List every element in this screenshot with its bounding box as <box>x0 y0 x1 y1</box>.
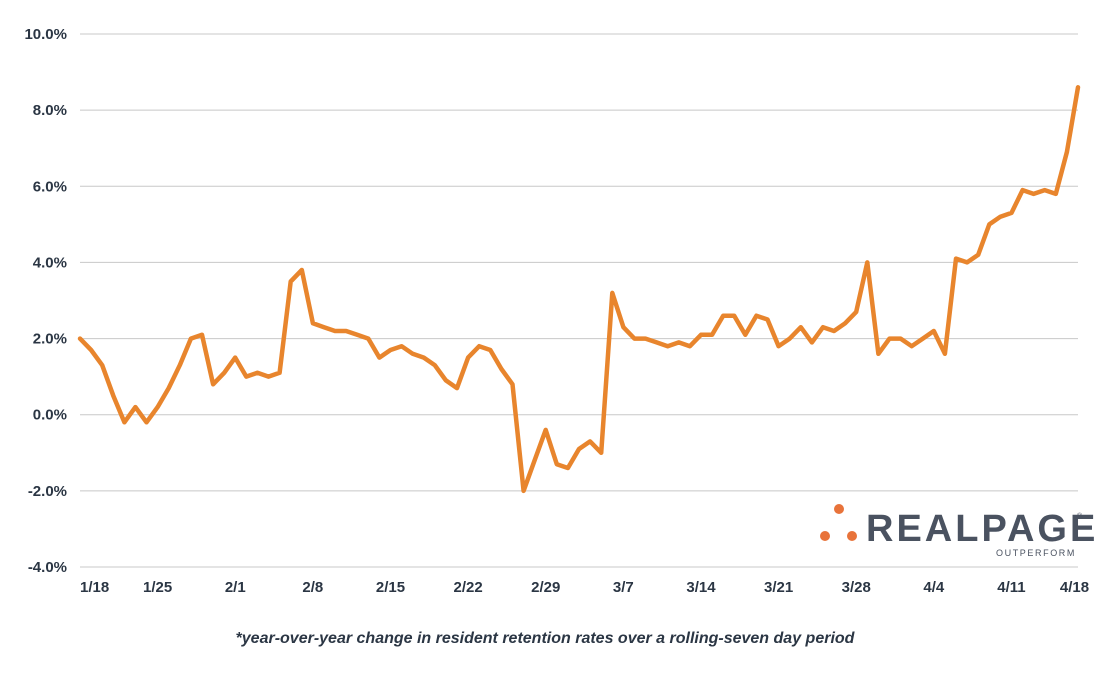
x-tick-label: 3/14 <box>686 579 716 596</box>
y-tick-label: 10.0% <box>24 26 67 43</box>
x-tick-label: 3/21 <box>764 579 793 596</box>
x-tick-label: 1/25 <box>143 579 172 596</box>
y-tick-label: 8.0% <box>33 102 67 119</box>
realpage-logo: REALPAGE ® OUTPERFORM <box>820 504 1098 558</box>
logo-registered-mark: ® <box>1077 512 1083 520</box>
logo-wordmark: REALPAGE <box>866 508 1098 550</box>
retention-series-line <box>77 85 1081 494</box>
y-tick-label: -2.0% <box>28 483 67 500</box>
y-axis-tick-labels: 10.0% 8.0% 6.0% 4.0% 2.0% 0.0% -2.0% -4.0% <box>24 26 67 576</box>
y-tick-label: 4.0% <box>33 254 67 271</box>
x-tick-label: 2/1 <box>225 579 246 596</box>
chart-footnote: *year-over-year change in resident reten… <box>235 630 855 647</box>
logo-dot-right <box>847 531 857 541</box>
y-tick-label: 2.0% <box>33 331 67 348</box>
x-axis-tick-labels: 1/18 1/25 2/1 2/8 2/15 2/22 2/29 3/7 3/14 3/21 3/2… <box>80 579 1089 596</box>
logo-dot-top <box>834 504 844 514</box>
x-tick-label: 2/29 <box>531 579 560 596</box>
y-tick-label: -4.0% <box>28 559 67 576</box>
gridlines <box>80 33 1078 568</box>
x-tick-label: 1/18 <box>80 579 109 596</box>
x-tick-label: 3/7 <box>613 579 634 596</box>
x-tick-label: 3/28 <box>842 579 871 596</box>
y-tick-label: 0.0% <box>33 407 67 424</box>
x-tick-label: 2/15 <box>376 579 405 596</box>
x-tick-label: 4/18 <box>1060 579 1089 596</box>
series-group <box>77 85 1081 494</box>
line-chart: 10.0% 8.0% 6.0% 4.0% 2.0% 0.0% -2.0% -4.0% 1/18… <box>24 26 1098 596</box>
logo-tagline: OUTPERFORM <box>996 548 1076 558</box>
x-tick-label: 2/22 <box>454 579 483 596</box>
x-tick-label: 4/4 <box>923 579 945 596</box>
x-tick-label: 2/8 <box>302 579 323 596</box>
y-tick-label: 6.0% <box>33 178 67 195</box>
logo-dot-left <box>820 531 830 541</box>
x-tick-label: 4/11 <box>997 579 1025 596</box>
